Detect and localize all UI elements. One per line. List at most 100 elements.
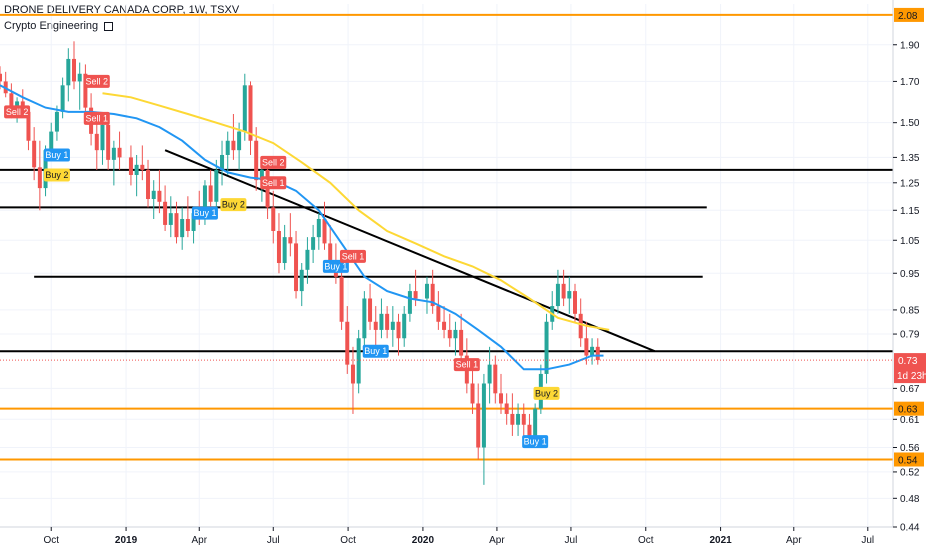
- candle-body: [516, 413, 521, 425]
- x-tick-label: Jul: [267, 535, 280, 546]
- signal-badge: [4, 105, 31, 119]
- candle-body: [168, 213, 173, 225]
- signal-label: Buy 2: [535, 388, 558, 398]
- candle-body: [94, 133, 99, 151]
- signal-badge: [43, 148, 70, 162]
- chart-title: DRONE DELIVERY CANADA CORP, 1W, TSXV: [4, 4, 240, 16]
- candle-body: [271, 207, 276, 231]
- candle-body: [214, 169, 219, 202]
- candle-body: [146, 169, 151, 200]
- candle-body: [578, 313, 583, 339]
- x-tick-label: Oct: [638, 535, 654, 546]
- candle-body: [151, 190, 156, 200]
- signal-badge: [83, 111, 110, 125]
- signal-badge: [453, 358, 480, 372]
- y-tick-label: 0.95: [900, 269, 920, 280]
- y-tick-label: 0.85: [900, 305, 920, 316]
- candle-body: [225, 140, 230, 155]
- candle-body: [498, 393, 503, 404]
- candle-body: [521, 413, 526, 425]
- candle-body: [544, 321, 549, 374]
- candle-body: [134, 164, 139, 175]
- settings-square-icon[interactable]: [104, 21, 114, 31]
- candle-body: [117, 147, 122, 158]
- last-price-label: 0.73: [898, 356, 918, 367]
- x-tick-label: Jul: [565, 535, 578, 546]
- candle-body: [72, 58, 77, 82]
- candle-body: [128, 157, 133, 175]
- candle-body: [424, 283, 429, 299]
- y-tick-label: 0.48: [900, 494, 920, 505]
- candle-body: [407, 291, 412, 314]
- candle-body: [0, 73, 2, 82]
- candle-body: [390, 321, 395, 330]
- x-tick-label: Oct: [340, 535, 356, 546]
- y-tick-label: 0.79: [900, 330, 920, 341]
- signal-badge: [322, 259, 349, 273]
- signal-badge: [260, 176, 287, 190]
- candle-body: [373, 321, 378, 330]
- level-price-tag-label: 0.63: [898, 405, 918, 416]
- signal-label: Sell 1: [262, 178, 285, 188]
- candle-body: [493, 364, 498, 394]
- candle-body: [180, 218, 185, 238]
- candle-body: [220, 154, 225, 170]
- candle-body: [237, 131, 242, 151]
- signal-badge: [522, 435, 549, 449]
- candle-body: [254, 140, 259, 181]
- candle-body: [106, 124, 111, 160]
- candle-body: [396, 321, 401, 339]
- candle-body: [83, 73, 88, 108]
- countdown-label: 1d 23h: [897, 371, 928, 382]
- candle-body: [288, 237, 293, 244]
- candle-body: [299, 269, 304, 292]
- signal-label: Buy 2: [222, 200, 245, 210]
- candle-body: [66, 58, 71, 86]
- x-tick-label: Apr: [786, 535, 802, 546]
- candle-body: [282, 237, 287, 264]
- signal-badge: [191, 206, 218, 220]
- signal-label: Buy 1: [324, 261, 347, 271]
- trendline[interactable]: [164, 149, 656, 353]
- signal-badge: [220, 198, 247, 212]
- signal-label: Buy 1: [193, 208, 216, 218]
- signal-label: Sell 2: [86, 76, 109, 86]
- y-tick-label: 0.56: [900, 443, 920, 454]
- candle-body: [442, 321, 447, 330]
- signal-label: Sell 2: [6, 107, 29, 117]
- candle-body: [294, 243, 299, 292]
- candle-body: [26, 111, 31, 141]
- candle-body: [185, 218, 190, 231]
- y-tick-label: 0.61: [900, 415, 920, 426]
- signal-label: Buy 1: [45, 150, 68, 160]
- candle-body: [111, 147, 116, 160]
- candle-body: [140, 164, 145, 170]
- candle-body: [561, 283, 566, 299]
- candle-body: [413, 291, 418, 299]
- y-tick-label: 1.35: [900, 153, 920, 164]
- candle-body: [32, 140, 37, 168]
- candle-body: [504, 403, 509, 414]
- candle-body: [9, 93, 14, 110]
- y-tick-label: 1.25: [900, 178, 920, 189]
- candle-body: [157, 190, 162, 202]
- y-tick-label: 1.15: [900, 206, 920, 217]
- y-tick-label: 1.05: [900, 236, 920, 247]
- candle-body: [430, 283, 435, 307]
- candle-body: [567, 291, 572, 299]
- candle-body: [487, 364, 492, 384]
- candle-body: [555, 283, 560, 307]
- level-price-tag-label: 0.54: [898, 455, 918, 466]
- signal-label: Buy 2: [45, 170, 68, 180]
- candle-body: [447, 329, 452, 339]
- y-tick-label: 1.70: [900, 77, 920, 88]
- x-tick-label: 2019: [115, 535, 138, 546]
- candle-body: [202, 185, 207, 219]
- candle-body: [385, 313, 390, 330]
- candle-body: [533, 408, 538, 436]
- x-tick-label: Apr: [489, 535, 505, 546]
- signal-badge: [533, 386, 560, 400]
- signal-label: Sell 2: [262, 157, 285, 167]
